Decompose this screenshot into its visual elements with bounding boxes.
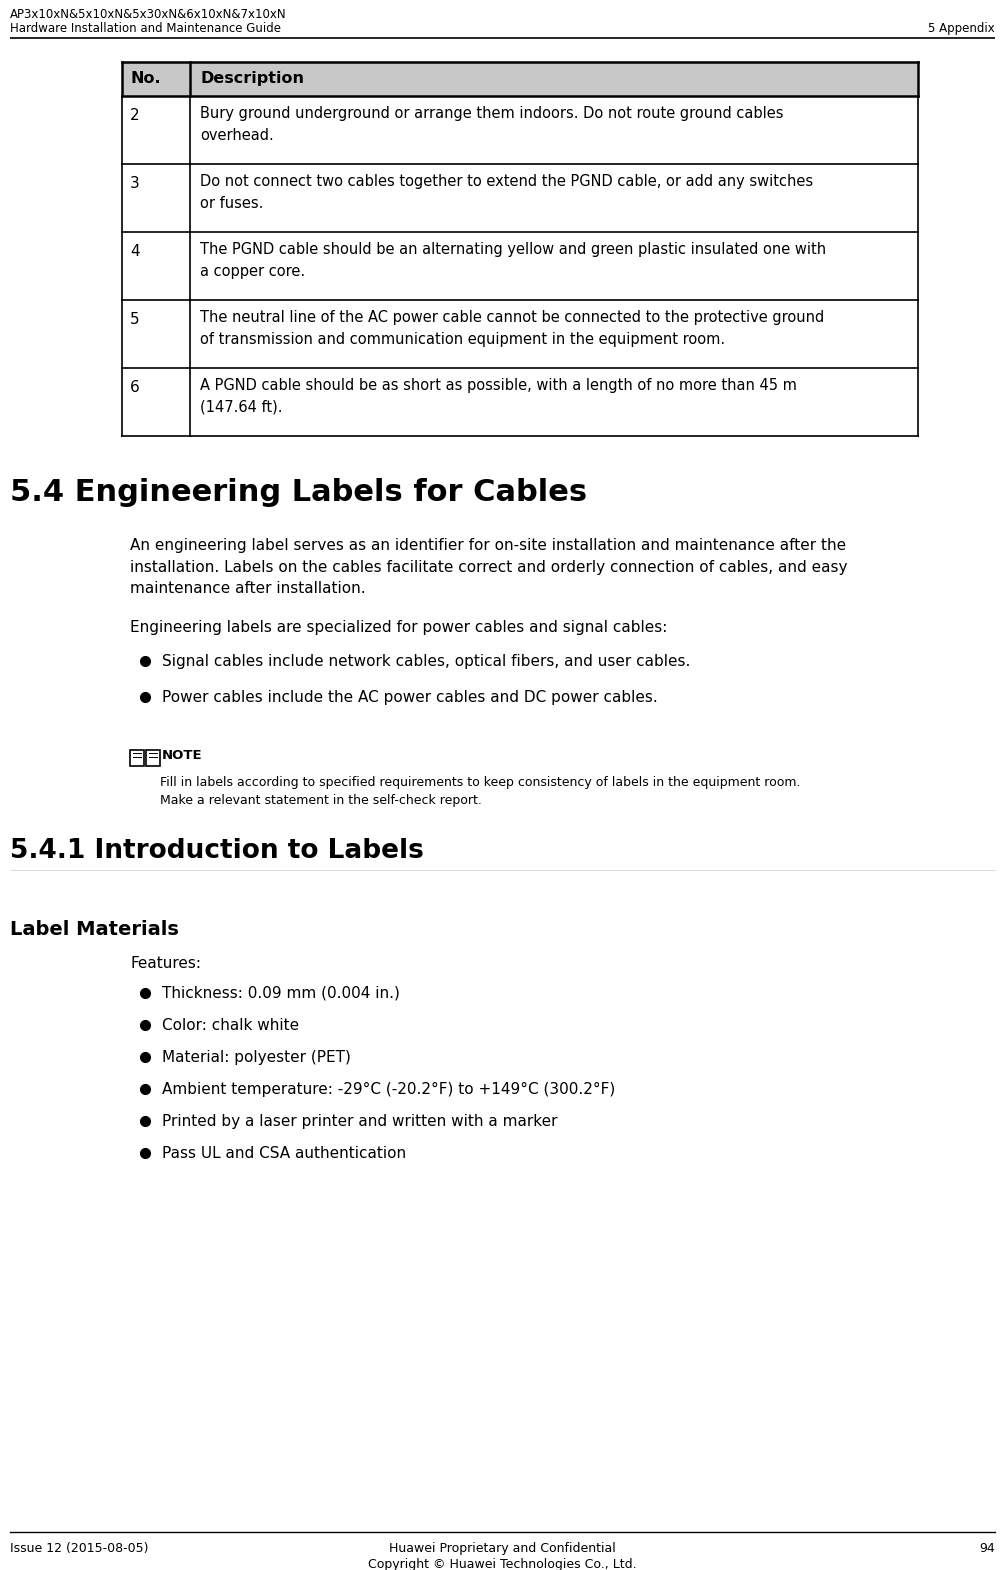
Text: 5.4 Engineering Labels for Cables: 5.4 Engineering Labels for Cables	[10, 477, 587, 507]
Text: Ambient temperature: -29°C (-20.2°F) to +149°C (300.2°F): Ambient temperature: -29°C (-20.2°F) to …	[162, 1082, 615, 1097]
Text: AP3x10xN&5x10xN&5x30xN&6x10xN&7x10xN: AP3x10xN&5x10xN&5x30xN&6x10xN&7x10xN	[10, 8, 286, 20]
Text: Huawei Proprietary and Confidential: Huawei Proprietary and Confidential	[389, 1542, 616, 1554]
Bar	[130, 750, 144, 766]
Text: Thickness: 0.09 mm (0.004 in.): Thickness: 0.09 mm (0.004 in.)	[162, 986, 400, 1002]
Text: No.: No.	[130, 71, 161, 86]
Bar	[122, 61, 918, 96]
Text: Engineering labels are specialized for power cables and signal cables:: Engineering labels are specialized for p…	[130, 620, 667, 634]
Text: Copyright © Huawei Technologies Co., Ltd.: Copyright © Huawei Technologies Co., Ltd…	[368, 1557, 637, 1570]
Text: Hardware Installation and Maintenance Guide: Hardware Installation and Maintenance Gu…	[10, 22, 281, 35]
Text: Fill in labels according to specified requirements to keep consistency of labels: Fill in labels according to specified re…	[160, 776, 801, 807]
Text: An engineering label serves as an identifier for on-site installation and mainte: An engineering label serves as an identi…	[130, 539, 847, 597]
Text: Printed by a laser printer and written with a marker: Printed by a laser printer and written w…	[162, 1115, 558, 1129]
Text: A PGND cable should be as short as possible, with a length of no more than 45 m
: A PGND cable should be as short as possi…	[200, 378, 797, 414]
Text: Features:: Features:	[130, 956, 201, 970]
Text: 3: 3	[130, 176, 140, 192]
Text: The PGND cable should be an alternating yellow and green plastic insulated one w: The PGND cable should be an alternating …	[200, 242, 826, 278]
Text: 4: 4	[130, 243, 140, 259]
Bar	[146, 750, 160, 766]
Text: Material: polyester (PET): Material: polyester (PET)	[162, 1050, 351, 1064]
Text: Signal cables include network cables, optical fibers, and user cables.: Signal cables include network cables, op…	[162, 655, 690, 669]
Text: Issue 12 (2015-08-05): Issue 12 (2015-08-05)	[10, 1542, 149, 1554]
Text: The neutral line of the AC power cable cannot be connected to the protective gro: The neutral line of the AC power cable c…	[200, 309, 824, 347]
Text: NOTE: NOTE	[162, 749, 203, 761]
Text: Label Materials: Label Materials	[10, 920, 179, 939]
Text: 6: 6	[130, 380, 140, 396]
Text: Pass UL and CSA authentication: Pass UL and CSA authentication	[162, 1146, 406, 1160]
Text: 5.4.1 Introduction to Labels: 5.4.1 Introduction to Labels	[10, 838, 424, 864]
Text: 94: 94	[979, 1542, 995, 1554]
Text: Do not connect two cables together to extend the PGND cable, or add any switches: Do not connect two cables together to ex…	[200, 174, 813, 210]
Text: Description: Description	[200, 71, 304, 86]
Text: 2: 2	[130, 108, 140, 122]
Text: Bury ground underground or arrange them indoors. Do not route ground cables
over: Bury ground underground or arrange them …	[200, 107, 784, 143]
Text: Color: chalk white: Color: chalk white	[162, 1017, 299, 1033]
Text: 5: 5	[130, 312, 140, 327]
Text: 5 Appendix: 5 Appendix	[929, 22, 995, 35]
Text: Power cables include the AC power cables and DC power cables.: Power cables include the AC power cables…	[162, 689, 657, 705]
